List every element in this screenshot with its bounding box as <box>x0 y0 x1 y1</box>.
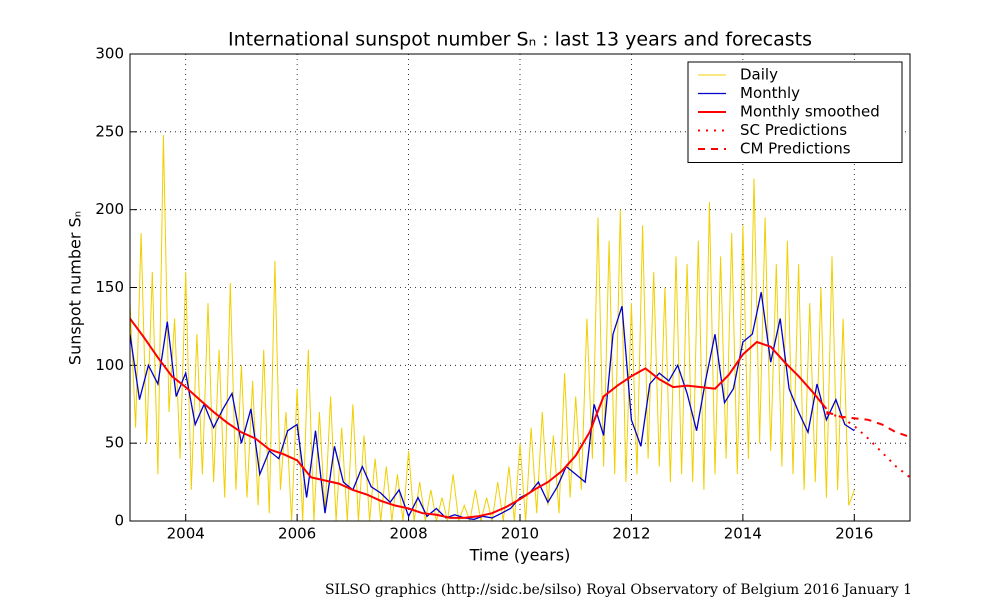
x-axis-label: Time (years) <box>469 546 571 565</box>
series-line <box>130 134 855 521</box>
legend-label: Daily <box>740 66 778 84</box>
x-tick-label: 2004 <box>167 525 205 543</box>
x-tick-label: 2008 <box>389 525 427 543</box>
series-line <box>826 412 910 479</box>
y-tick-label: 0 <box>114 512 124 530</box>
x-tick-label: 2014 <box>724 525 762 543</box>
y-tick-label: 300 <box>95 45 124 63</box>
chart-title: International sunspot number Sₙ : last 1… <box>228 29 812 51</box>
footer: SILSO graphics (http://sidc.be/silso) Ro… <box>325 582 912 598</box>
legend-label: CM Predictions <box>740 140 851 158</box>
x-tick-label: 2006 <box>278 525 316 543</box>
y-tick-label: 200 <box>95 200 124 218</box>
legend-label: Monthly smoothed <box>740 103 880 121</box>
series-line <box>130 292 855 521</box>
y-axis-label: Sunspot number Sₙ <box>66 211 85 365</box>
y-tick-label: 150 <box>95 278 124 296</box>
plot-frame <box>129 53 911 522</box>
series-line <box>130 318 828 519</box>
series-layer <box>130 134 910 521</box>
series-line <box>826 411 910 438</box>
legend-label: SC Predictions <box>740 121 847 139</box>
legend-label: Monthly <box>740 84 800 102</box>
y-tick-label: 50 <box>105 434 124 452</box>
x-tick-label: 2012 <box>612 525 650 543</box>
x-tick-label: 2010 <box>501 525 539 543</box>
y-tick-label: 100 <box>95 356 124 374</box>
x-tick-label: 2016 <box>835 525 873 543</box>
y-tick-label: 250 <box>95 122 124 140</box>
